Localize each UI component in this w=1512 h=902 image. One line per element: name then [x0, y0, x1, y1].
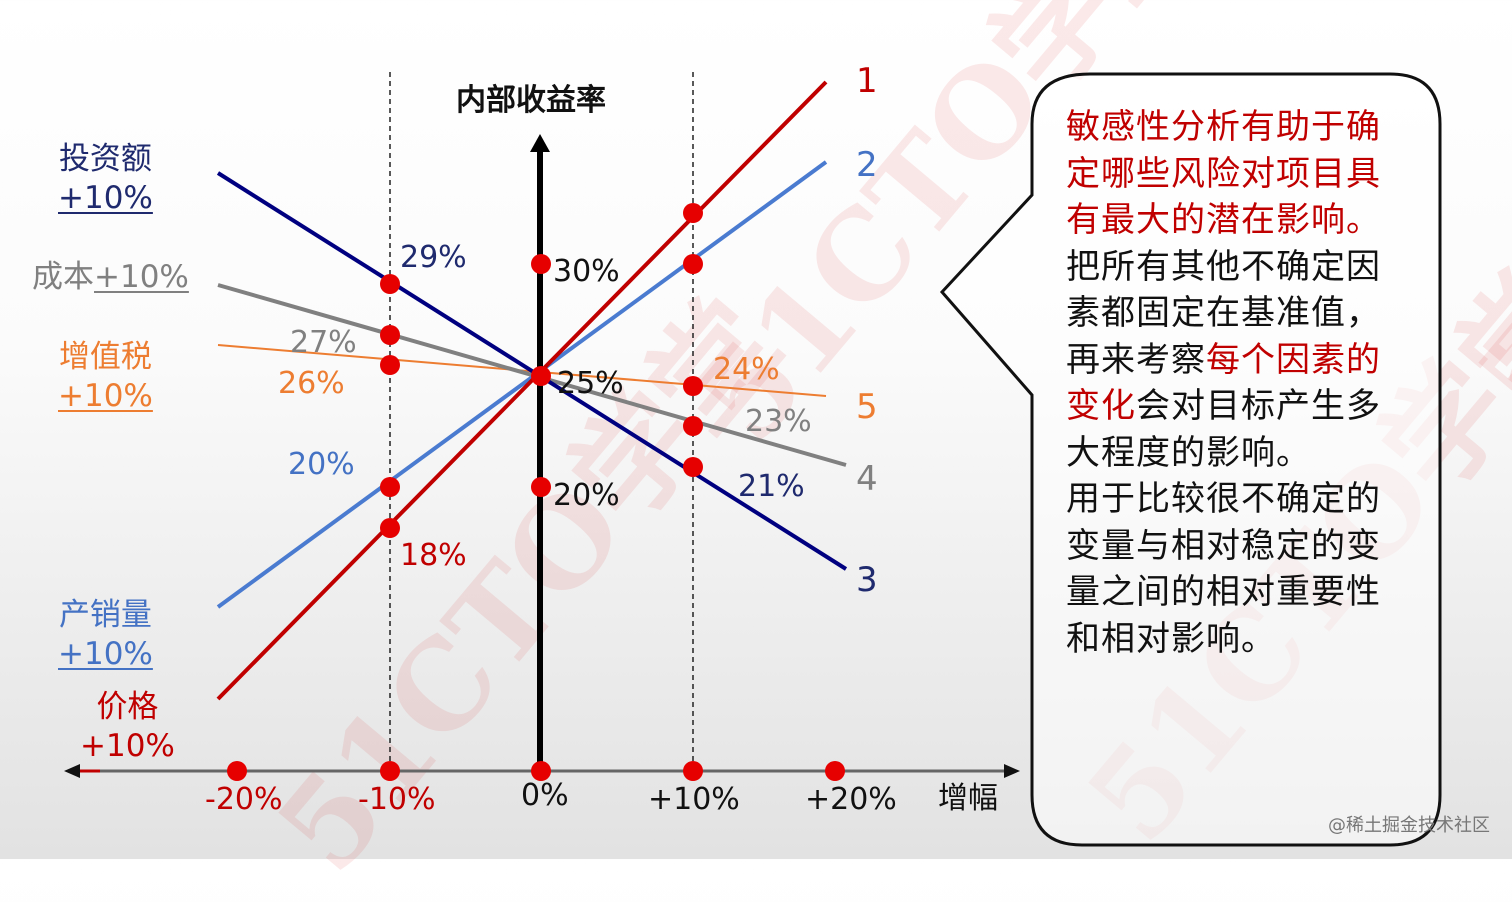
line-2-volume: [216, 160, 828, 609]
factor-cost: 成本+10%: [32, 262, 189, 293]
axis-value-30: 30%: [553, 254, 620, 289]
line-number-4: 4: [856, 459, 878, 499]
x-tick-zero: 0%: [521, 778, 569, 813]
label-29: 29%: [400, 240, 467, 275]
factor-name: 产销量: [58, 597, 152, 633]
credit-watermark: @稀土掘金技术社区: [1328, 815, 1490, 836]
factor-range: +10%: [58, 180, 153, 216]
line-3-investment: [216, 171, 848, 571]
factor-name: 成本: [32, 259, 94, 295]
factor-range: +10%: [94, 259, 189, 295]
data-markers: [227, 203, 845, 781]
factor-range: +10%: [58, 636, 153, 672]
axis-value-25: 25%: [557, 366, 624, 401]
label-27: 27%: [290, 325, 357, 360]
factor-volume: 产销量 +10%: [58, 600, 153, 670]
bubble-paragraph-2b: 会对目标产生多大程度的影响。: [1066, 386, 1381, 473]
bubble-paragraph-2-highlight: 每个因素的变化: [1066, 339, 1381, 427]
label-24: 24%: [713, 352, 780, 387]
y-axis-arrow: [530, 134, 550, 152]
factor-name: 价格: [96, 689, 159, 725]
line-number-3: 3: [856, 560, 878, 600]
factor-investment: 投资额 +10%: [58, 144, 153, 214]
factor-vat: 增值税 +10%: [58, 342, 153, 412]
x-axis-left-arrow: [64, 764, 80, 778]
y-axis-title: 内部收益率: [456, 83, 606, 118]
axis-value-20: 20%: [553, 478, 620, 513]
label-18: 18%: [400, 538, 467, 573]
sensitivity-chart: [64, 72, 1442, 847]
x-tick-plus20: +20%: [805, 782, 897, 817]
x-tick-minus20: -20%: [205, 782, 283, 817]
line-number-2: 2: [856, 145, 878, 185]
bubble-text: 敏感性分析有助于确定哪些风险对项目具有最大的潜在影响。 把所有其他不确定因素都固…: [1066, 104, 1396, 662]
factor-range: +10%: [80, 728, 175, 764]
factor-range: +10%: [58, 378, 153, 414]
factor-name: 增值税: [58, 339, 152, 375]
x-axis-right-arrow: [1004, 764, 1020, 778]
line-number-5: 5: [856, 387, 878, 427]
bubble-paragraph-3: 用于比较很不确定的变量与相对稳定的变量之间的相对重要性和相对影响。: [1066, 479, 1381, 659]
label-23: 23%: [745, 404, 812, 439]
label-21: 21%: [738, 469, 805, 504]
label-26: 26%: [278, 366, 345, 401]
factor-name: 投资额: [58, 141, 152, 177]
speech-bubble: [939, 72, 1442, 847]
x-tick-plus10: +10%: [648, 782, 740, 817]
x-axis-title: 增幅: [938, 781, 998, 816]
label-20-left: 20%: [288, 447, 355, 482]
bubble-paragraph-2a: 把所有其他不确定因素都固定在基准值，再来考察: [1066, 246, 1381, 380]
factor-price: 价格 +10%: [80, 692, 175, 762]
bubble-paragraph-1: 敏感性分析有助于确定哪些风险对项目具有最大的潜在影响。: [1066, 107, 1381, 240]
line-number-1: 1: [856, 61, 878, 101]
line-1-price: [216, 80, 828, 701]
x-tick-minus10: -10%: [358, 782, 436, 817]
